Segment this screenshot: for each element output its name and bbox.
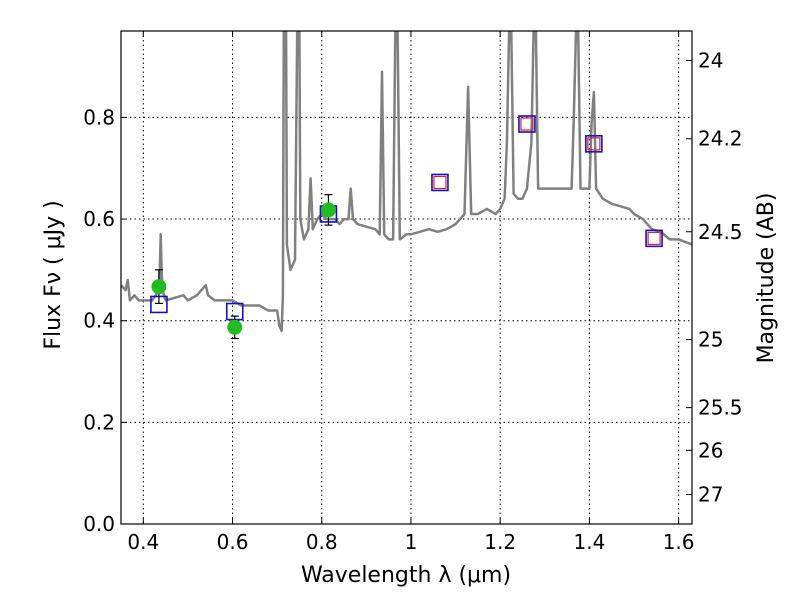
model-flux-marker xyxy=(585,135,603,153)
ticks: 0.4 0.6 0.8 1 1.2 1.4 1.6 0.0 0.2 0.4 0.6 0.8 24 24.2… xyxy=(83,31,743,554)
spectrum-line xyxy=(121,31,692,333)
y-axis-label: Flux Fν ( μJy ) xyxy=(41,200,66,349)
y-tick-label: 0.2 xyxy=(83,410,115,434)
right-axis-label: Magnitude (AB) xyxy=(754,193,779,364)
right-tick-label: 25.5 xyxy=(698,396,743,420)
grid xyxy=(121,31,692,524)
y-tick-label: 0.8 xyxy=(83,105,115,129)
model-flux-marker xyxy=(431,173,449,192)
model-flux-marker-inner xyxy=(647,231,661,245)
right-tick-label: 24.2 xyxy=(698,127,743,151)
right-tick-label: 24.5 xyxy=(698,220,743,244)
model-flux-marker-inner xyxy=(520,117,534,131)
x-tick-label: 0.6 xyxy=(217,530,249,554)
right-tick-label: 26 xyxy=(698,438,723,462)
observed-flux-point xyxy=(227,319,243,335)
model-flux-marker-inner xyxy=(587,137,601,151)
model-flux-marker xyxy=(645,229,663,248)
spectrum-layer xyxy=(121,31,692,333)
right-tick-label: 25 xyxy=(698,328,723,352)
x-tick-label: 1.4 xyxy=(573,530,605,554)
y-tick-label: 0.0 xyxy=(83,512,115,536)
y-tick-label: 0.6 xyxy=(83,207,115,231)
plot-frame xyxy=(120,30,693,525)
points-layer xyxy=(150,115,663,340)
observed-flux-point xyxy=(320,202,336,218)
model-flux-marker-inner xyxy=(433,175,447,190)
y-tick-label: 0.4 xyxy=(83,309,115,333)
x-tick-label: 1.6 xyxy=(663,530,695,554)
x-tick-label: 0.4 xyxy=(127,530,159,554)
right-tick-label: 24 xyxy=(698,48,723,72)
x-tick-label: 0.8 xyxy=(306,530,338,554)
x-tick-label: 1.2 xyxy=(484,530,516,554)
observed-flux-point xyxy=(151,279,167,295)
model-flux-marker xyxy=(518,115,536,133)
right-tick-label: 27 xyxy=(698,483,723,507)
x-tick-label: 1 xyxy=(405,530,418,554)
x-axis-label: Wavelength λ (μm) xyxy=(301,563,511,588)
